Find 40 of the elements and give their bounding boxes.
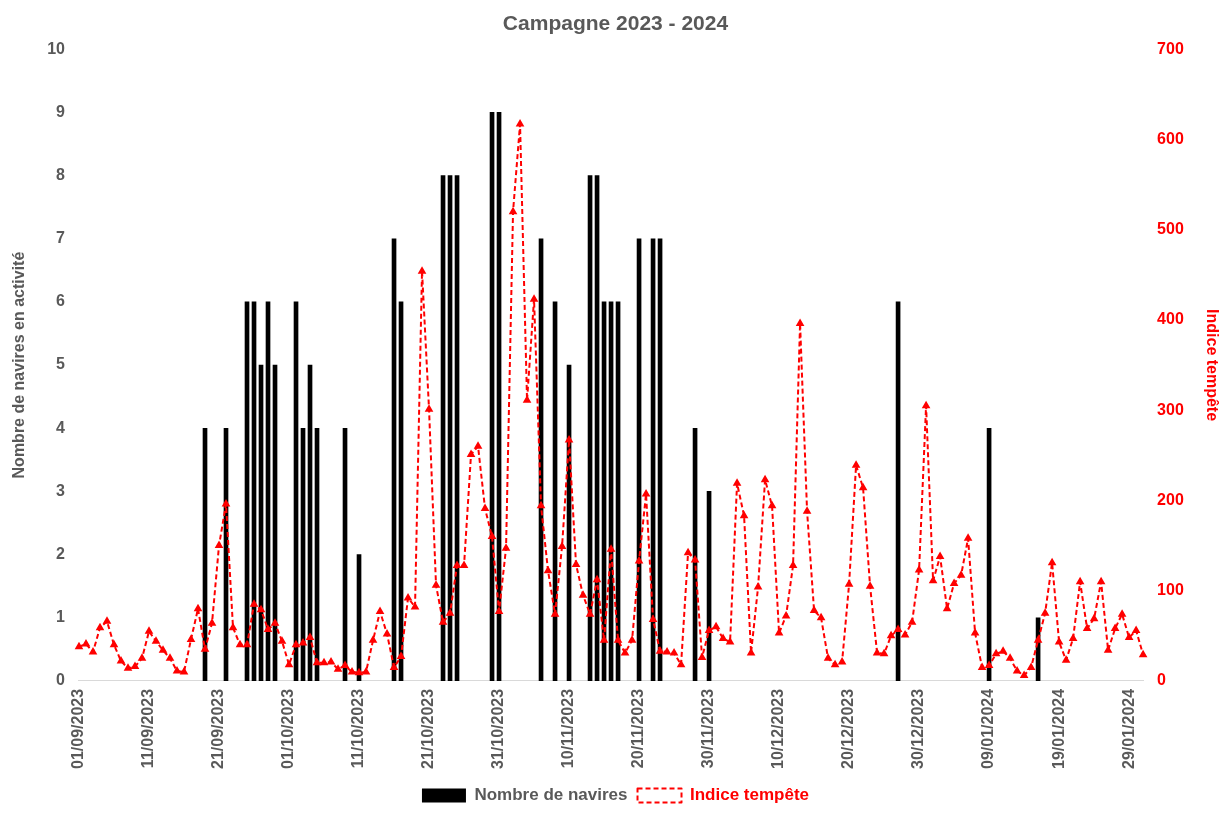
y-tick-label: 9: [56, 102, 66, 120]
y-tick-label: 8: [56, 165, 66, 183]
x-tick-label: 10/11/2023: [559, 688, 577, 769]
y-tick-label: 10: [47, 39, 66, 57]
x-tick-label: 31/10/2023: [489, 688, 507, 769]
y-tick-label: 3: [56, 481, 66, 499]
legend-label: Indice tempête: [690, 785, 810, 805]
x-tick-label: 30/12/2023: [909, 688, 927, 769]
x-tick-label: 09/01/2024: [979, 688, 997, 769]
y-tick-label: 2: [56, 544, 66, 562]
y-tick-label: 7: [56, 229, 66, 247]
y2-tick-label: 300: [1157, 400, 1184, 418]
x-tick-label: 20/12/2023: [839, 688, 857, 769]
y2-axis-title: Indice tempête: [1203, 309, 1221, 422]
x-tick-label: 01/09/2023: [69, 688, 87, 769]
chart-title: Campagne 2023 - 2024: [502, 11, 729, 35]
y-tick-label: 1: [56, 608, 66, 626]
x-tick-label: 19/01/2024: [1049, 688, 1067, 769]
x-tick-label: 10/12/2023: [769, 688, 787, 769]
y2-tick-label: 700: [1157, 39, 1184, 57]
y2-tick-label: 500: [1157, 220, 1184, 238]
y-tick-label: 0: [56, 671, 66, 689]
y2-tick-label: 400: [1157, 310, 1184, 328]
x-tick-label: 21/10/2023: [419, 688, 437, 769]
x-tick-label: 11/10/2023: [349, 688, 367, 769]
y2-tick-label: 200: [1157, 490, 1184, 508]
y-tick-label: 4: [56, 418, 66, 436]
legend-label: Nombre de navires: [474, 785, 628, 805]
x-tick-label: 11/09/2023: [139, 688, 157, 769]
x-tick-label: 30/11/2023: [699, 688, 717, 769]
y2-tick-label: 0: [1157, 671, 1167, 689]
y-axis-title: Nombre de navires en activité: [10, 251, 28, 479]
y-tick-label: 6: [56, 292, 66, 310]
x-tick-label: 20/11/2023: [629, 688, 647, 769]
y-tick-label: 5: [56, 355, 66, 373]
y2-tick-label: 100: [1157, 581, 1184, 599]
x-tick-label: 29/01/2024: [1119, 688, 1137, 769]
x-tick-label: 01/10/2023: [279, 688, 297, 769]
y2-tick-label: 600: [1157, 129, 1184, 147]
x-tick-label: 21/09/2023: [209, 688, 227, 769]
